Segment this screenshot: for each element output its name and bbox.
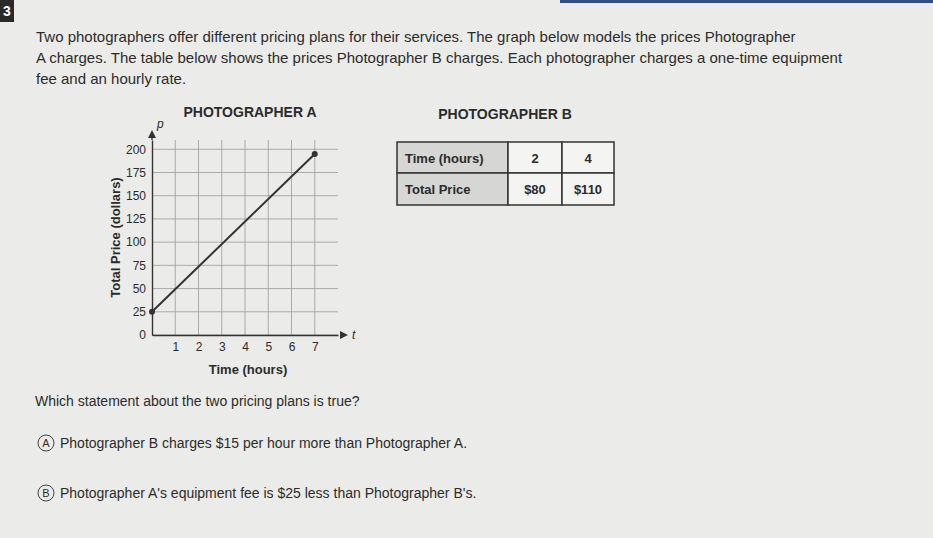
tick-label: 25 <box>133 305 147 319</box>
tick: 200 <box>126 143 152 157</box>
question: Which statement about the two pricing pl… <box>35 393 360 409</box>
table-title: PHOTOGRAPHER B <box>438 106 572 122</box>
tick-label: 200 <box>126 143 146 157</box>
table-text: 2 <box>531 151 538 166</box>
y-axis: 0 25 50 75 100 125 150 175 200 <box>126 141 153 343</box>
table-cell <box>397 142 508 173</box>
tick: 125 <box>126 212 152 226</box>
grid-line <box>175 140 176 335</box>
table-cell <box>397 173 508 205</box>
tick: 7 <box>312 335 319 354</box>
tick-label: 6 <box>289 340 296 354</box>
grid-line <box>314 140 315 335</box>
tick-label: 0 <box>139 328 146 342</box>
tick-label: 175 <box>126 166 146 180</box>
axis-symbol: p <box>156 117 164 131</box>
tick-label: 75 <box>133 259 147 273</box>
table-cell <box>508 173 562 205</box>
intro-line: A charges. The table below shows the pri… <box>36 49 843 66</box>
grid-line <box>221 140 222 335</box>
y-label: Total Price (dollars) <box>108 177 123 297</box>
x-label: Time (hours) <box>209 362 288 377</box>
table-text: $110 <box>574 182 602 197</box>
tick-label: 7 <box>312 340 319 354</box>
table-text: 4 <box>584 151 592 166</box>
option-circle <box>38 435 54 451</box>
option-letter: A <box>42 437 50 449</box>
tick: 150 <box>126 189 152 203</box>
question-number: 3 <box>3 3 11 19</box>
option[interactable]: B Photographer A's equipment fee is $25 l… <box>38 485 476 501</box>
grid-line <box>268 140 269 335</box>
tick-label: 1 <box>172 340 179 354</box>
page: 3 Two photographers offer different prici… <box>0 0 933 538</box>
option-circle <box>38 485 54 501</box>
tick: 3 <box>219 335 226 354</box>
x-axis: 1 2 3 4 5 6 7 <box>153 335 339 354</box>
tick: 0 <box>139 328 152 342</box>
tick: 1 <box>172 335 179 354</box>
tick-label: 150 <box>126 189 146 203</box>
option-text: Photographer A's equipment fee is $25 le… <box>60 485 476 501</box>
option-letter: B <box>42 487 49 499</box>
tick: 2 <box>196 335 203 354</box>
intro-line: fee and an hourly rate. <box>36 70 186 87</box>
top-strip <box>560 0 933 3</box>
tick-label: 50 <box>133 282 147 296</box>
axis-line-ext <box>151 136 152 140</box>
tick-label: 125 <box>126 212 146 226</box>
grid-line <box>198 140 199 335</box>
tick-label: 4 <box>242 340 249 354</box>
number-box <box>0 0 14 22</box>
data-point <box>312 151 318 157</box>
data-point <box>149 309 155 315</box>
table-text: $80 <box>524 182 546 197</box>
tick: 50 <box>133 282 152 296</box>
chart: PHOTOGRAPHER A02550751001251501752001234… <box>108 104 356 377</box>
data-line <box>152 154 315 312</box>
plot <box>149 151 318 315</box>
tick: 100 <box>126 235 152 249</box>
tick: 75 <box>133 259 152 273</box>
axis-arrow <box>340 331 348 339</box>
grid <box>152 140 338 335</box>
axis-line <box>152 141 153 336</box>
table-text: Time (hours) <box>405 151 484 166</box>
tick: 4 <box>242 335 249 354</box>
chart-title: PHOTOGRAPHER A <box>183 104 316 120</box>
grid-line <box>291 140 292 335</box>
table-cell <box>508 142 562 173</box>
table-cell <box>562 142 614 173</box>
table-text: Total Price <box>405 182 471 197</box>
tick-label: 5 <box>265 340 272 354</box>
axis-symbol: t <box>352 328 356 342</box>
tick-label: 3 <box>219 340 226 354</box>
tick: 5 <box>265 335 272 354</box>
tick: 175 <box>126 166 152 180</box>
table-cell <box>562 173 614 205</box>
grid-line <box>245 140 246 335</box>
tick-label: 2 <box>196 340 203 354</box>
tick-label: 100 <box>126 235 146 249</box>
tick: 6 <box>289 335 296 354</box>
table: Time (hours) 2 4 Total Price $80 $110 <box>397 142 614 205</box>
option-text: Photographer B charges $15 per hour more… <box>60 435 467 451</box>
option[interactable]: A Photographer B charges $15 per hour mor… <box>38 435 467 451</box>
axis-line <box>153 335 339 336</box>
intro-line: Two photographers offer different pricin… <box>36 28 796 45</box>
